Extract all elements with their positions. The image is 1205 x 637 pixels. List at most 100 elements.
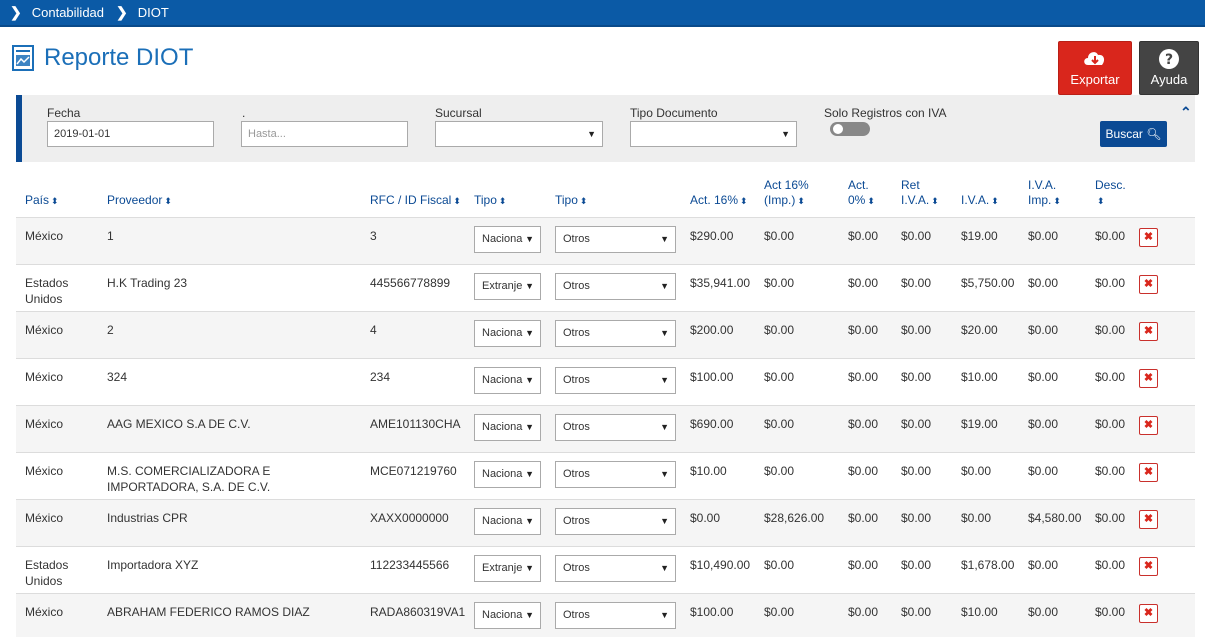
cell-rfc: AME101130CHA [370,417,461,431]
cell-iva: $19.00 [961,417,998,431]
cell-act0: $0.00 [848,558,879,572]
table-row: México ABRAHAM FEDERICO RAMOS DIAZ RADA860… [16,594,1195,637]
cell-desc: $0.00 [1095,229,1126,243]
tipo-tercero-select[interactable]: Extranjero ▼ [474,273,541,300]
header-rfc[interactable]: RFC / ID Fiscal ⬍ [370,193,461,207]
cell-act16imp: $0.00 [764,558,795,572]
cell-proveedor: ABRAHAM FEDERICO RAMOS DIAZ [107,605,310,619]
cell-rfc: XAXX0000000 [370,511,449,525]
cell-rfc: 3 [370,229,377,243]
cell-act16imp: $0.00 [764,370,795,384]
tipo-tercero-select[interactable]: Nacional ▼ [474,461,541,488]
cell-act16: $100.00 [690,370,734,384]
cell-act16imp: $0.00 [764,323,795,337]
help-button[interactable]: ? Ayuda [1139,41,1199,95]
toggle-knob [833,124,843,134]
tipo-tercero-select[interactable]: Nacional ▼ [474,226,541,253]
tipo-operacion-select[interactable]: Otros ▼ [555,602,676,629]
cell-act16imp: $0.00 [764,464,795,478]
delete-icon[interactable]: ✖ [1139,463,1158,482]
tipo-operacion-select[interactable]: Otros ▼ [555,461,676,488]
tipo-tercero-select[interactable]: Nacional ▼ [474,367,541,394]
cell-ivaimp: $4,580.00 [1028,511,1082,525]
delete-icon[interactable]: ✖ [1139,557,1158,576]
tipo-operacion-select[interactable]: Otros ▼ [555,508,676,535]
header-tipo-2[interactable]: Tipo ⬍ [555,193,588,207]
header-act0[interactable]: Act. 0% ⬍ [848,178,875,207]
fecha-input[interactable]: 2019-01-01 [47,121,214,147]
sucursal-select[interactable]: ▼ [435,121,603,147]
delete-icon[interactable]: ✖ [1139,369,1158,388]
cell-desc: $0.00 [1095,417,1126,431]
export-button[interactable]: Exportar [1058,41,1132,95]
tipo-operacion-select[interactable]: Otros ▼ [555,273,676,300]
header-ret-iva[interactable]: Ret I.V.A. ⬍ [901,178,939,207]
cell-pais: Estados Unidos [25,276,69,306]
delete-icon[interactable]: ✖ [1139,604,1158,623]
cell-retiva: $0.00 [901,370,932,384]
sort-icon: ⬍ [931,196,939,206]
tipo-tercero-select[interactable]: Nacional ▼ [474,508,541,535]
cell-act16: $0.00 [690,511,721,525]
select-value: Otros [563,421,590,433]
table-header: País ⬍ Proveedor ⬍ RFC / ID Fiscal ⬍ Tipo ⬍ … [16,170,1195,218]
delete-icon[interactable]: ✖ [1139,416,1158,435]
tipo-documento-select[interactable]: ▼ [630,121,797,147]
header-iva-imp[interactable]: I.V.A. Imp. ⬍ [1028,178,1061,207]
tipo-operacion-select[interactable]: Otros ▼ [555,226,676,253]
tipo-tercero-select[interactable]: Nacional ▼ [474,602,541,629]
cell-act0: $0.00 [848,323,879,337]
cell-rfc: 445566778899 [370,276,451,290]
delete-icon[interactable]: ✖ [1139,510,1158,529]
chevron-right-icon: ❯ [10,4,22,20]
cell-iva: $0.00 [961,464,992,478]
caret-down-icon: ▼ [658,415,669,440]
cell-ivaimp: $0.00 [1028,605,1059,619]
cell-ivaimp: $0.00 [1028,464,1059,478]
caret-down-icon: ▼ [523,603,534,628]
sort-icon: ⬍ [1053,196,1061,206]
caret-down-icon: ▼ [523,415,534,440]
tipo-tercero-select[interactable]: Nacional ▼ [474,320,541,347]
header-desc[interactable]: Desc. ⬍ [1095,178,1126,206]
tipo-operacion-select[interactable]: Otros ▼ [555,414,676,441]
table-row: Estados Unidos Importadora XYZ 11223344556… [16,547,1195,594]
header-act16[interactable]: Act. 16% ⬍ [690,193,748,207]
breadcrumb-item-contabilidad[interactable]: Contabilidad [31,5,105,20]
header-proveedor[interactable]: Proveedor ⬍ [107,193,172,207]
tipo-tercero-select[interactable]: Nacional ▼ [474,414,541,441]
caret-down-icon: ▼ [523,274,534,299]
delete-icon[interactable]: ✖ [1139,322,1158,341]
caret-down-icon: ▼ [523,509,534,534]
chevron-up-icon[interactable]: ⌃ [1180,104,1192,120]
cell-pais: México [25,417,64,431]
delete-icon[interactable]: ✖ [1139,275,1158,294]
select-value: Otros [563,468,590,480]
header-iva[interactable]: I.V.A. ⬍ [961,193,999,207]
cell-act0: $0.00 [848,229,879,243]
tipo-operacion-select[interactable]: Otros ▼ [555,320,676,347]
cell-retiva: $0.00 [901,464,932,478]
table-row: México M.S. COMERCIALIZADORA E IMPORTADOR… [16,453,1195,500]
header-tipo-1[interactable]: Tipo ⬍ [474,193,507,207]
header-act16-imp[interactable]: Act 16% (Imp.) ⬍ [764,178,809,207]
cell-act16: $10.00 [690,464,727,478]
tipo-tercero-select[interactable]: Extranjero ▼ [474,555,541,582]
header-pais[interactable]: País ⬍ [25,193,59,207]
filter-panel: Fecha 2019-01-01 . Hasta... Sucursal ▼ T… [16,95,1195,162]
solo-iva-toggle[interactable] [830,122,870,136]
search-button[interactable]: Buscar 🔍︎ [1100,121,1167,147]
cell-ivaimp: $0.00 [1028,417,1059,431]
search-icon: 🔍︎ [1146,127,1162,141]
cell-iva: $0.00 [961,511,992,525]
tipo-operacion-select[interactable]: Otros ▼ [555,367,676,394]
select-value: Otros [563,562,590,574]
tipo-operacion-select[interactable]: Otros ▼ [555,555,676,582]
delete-icon[interactable]: ✖ [1139,228,1158,247]
help-label: Ayuda [1150,72,1188,87]
cell-pais: México [25,229,64,243]
cell-act16imp: $28,626.00 [764,511,825,525]
cell-proveedor: H.K Trading 23 [107,276,188,290]
hasta-input[interactable]: Hasta... [241,121,408,147]
caret-down-icon: ▼ [587,129,596,139]
